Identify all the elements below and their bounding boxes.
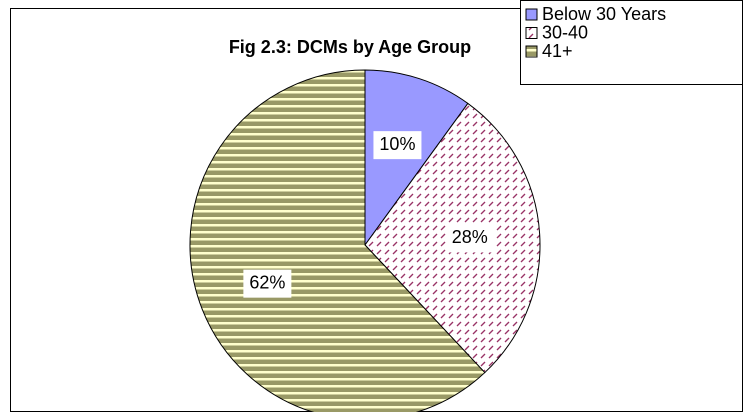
data-label: 28% [452,227,488,247]
legend-box [520,0,743,85]
legend-swatch [525,27,538,39]
label-bg [373,131,422,160]
legend-swatch [525,45,538,58]
legend-swatch [525,8,538,21]
legend-label: 41+ [542,41,573,61]
chart-title: Fig 2.3: DCMs by Age Group [229,37,471,57]
pie-slice [189,69,486,412]
label-bg [243,269,292,298]
legend-label: Below 30 Years [542,4,666,24]
label-bg [445,224,494,253]
data-label: 10% [379,134,415,154]
legend-label: 30-40 [542,22,588,42]
data-label: 62% [249,272,285,292]
